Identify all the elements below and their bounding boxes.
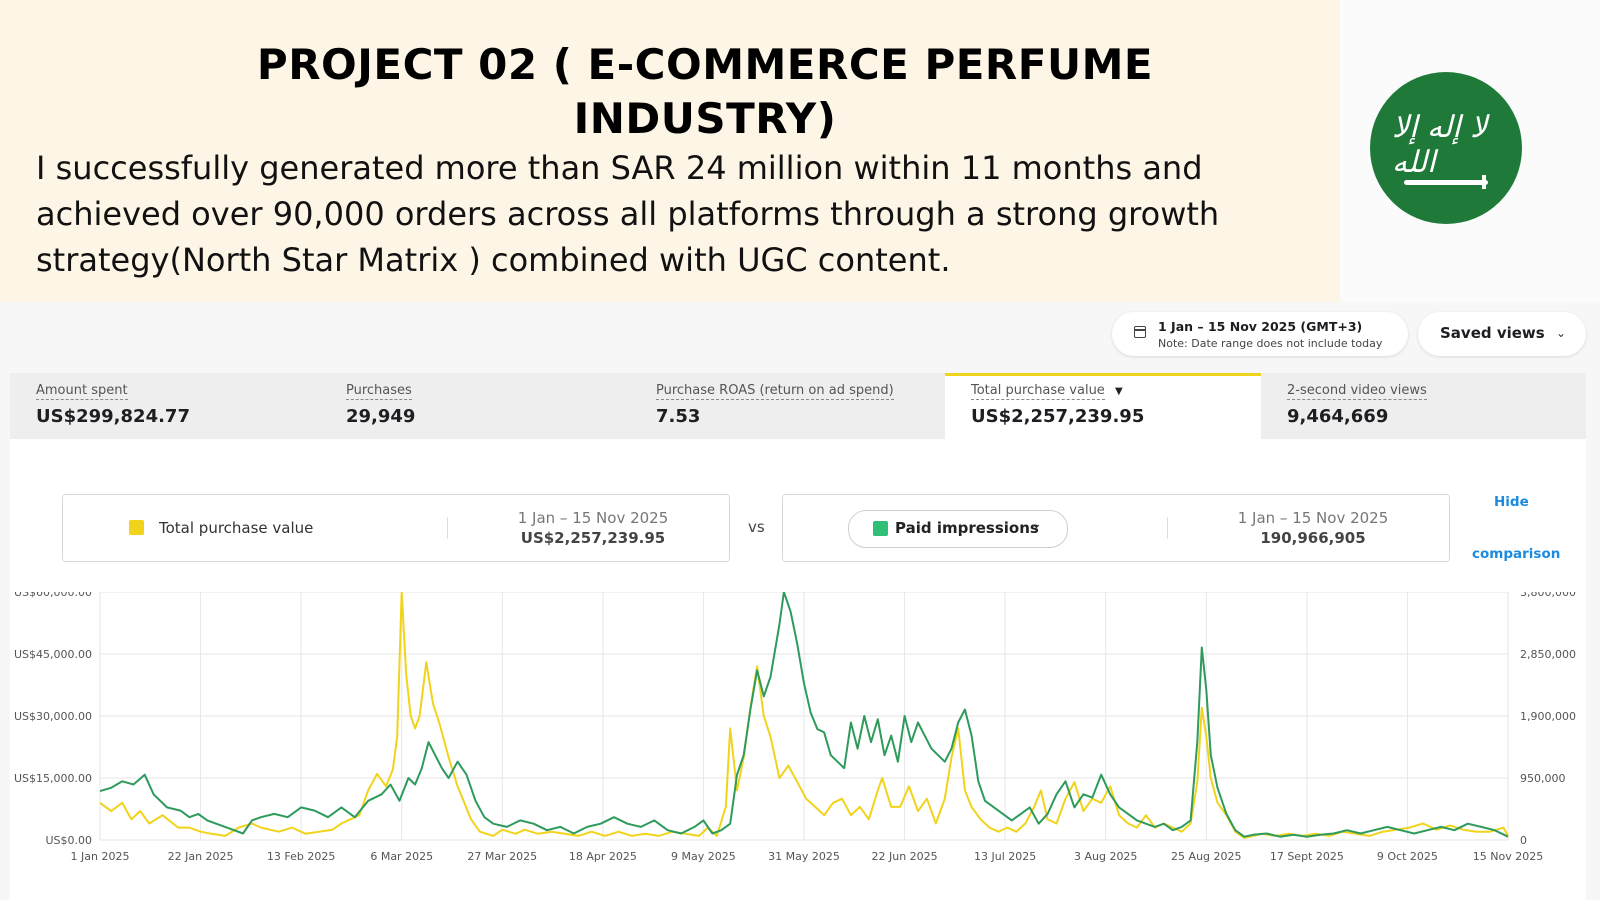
x-tick-label: 13 Jul 2025 bbox=[974, 850, 1036, 863]
saved-views-label: Saved views bbox=[1440, 324, 1545, 342]
x-tick-label: 1 Jan 2025 bbox=[71, 850, 130, 863]
x-tick-label: 22 Jun 2025 bbox=[871, 850, 937, 863]
legend-total-purchase-value: Total purchase value bbox=[159, 519, 314, 537]
x-tick-label: 15 Nov 2025 bbox=[1473, 850, 1543, 863]
metric-value: 9,464,669 bbox=[1287, 406, 1389, 427]
date-range-picker[interactable]: 1 Jan – 15 Nov 2025 (GMT+3) Note: Date r… bbox=[1112, 312, 1408, 356]
x-tick-label: 6 Mar 2025 bbox=[370, 850, 433, 863]
legend-paid-impressions: Paid impressions bbox=[895, 519, 1039, 537]
x-tick-label: 3 Aug 2025 bbox=[1074, 850, 1137, 863]
x-tick-label: 17 Sept 2025 bbox=[1270, 850, 1344, 863]
comparison-right-date: 1 Jan – 15 Nov 2025 bbox=[1237, 509, 1389, 527]
legend-swatch-yellow bbox=[129, 520, 144, 535]
metric-amount-spent[interactable]: Amount spent US$299,824.77 bbox=[10, 373, 320, 439]
caret-down-icon: ▼ bbox=[1115, 386, 1123, 397]
sword-icon bbox=[1404, 180, 1488, 185]
divider bbox=[447, 517, 448, 539]
date-range-label: 1 Jan – 15 Nov 2025 (GMT+3) bbox=[1158, 319, 1363, 334]
metric-label: Purchase ROAS (return on ad spend) bbox=[656, 383, 894, 400]
slide-title: PROJECT 02 ( E-COMMERCE PERFUME INDUSTRY… bbox=[256, 40, 1154, 143]
y-left-tick-label: US$60,000.00 bbox=[14, 592, 92, 599]
chevron-down-icon: ⌄ bbox=[1031, 517, 1042, 532]
y-right-tick-label: 0 bbox=[1520, 834, 1527, 847]
comparison-left-value: US$2,257,239.95 bbox=[520, 529, 666, 547]
metric-label: 2-second video views bbox=[1287, 383, 1427, 400]
hide-comparison-link[interactable]: Hide bbox=[1494, 494, 1529, 510]
sword-hilt-icon bbox=[1482, 175, 1486, 189]
x-tick-label: 13 Feb 2025 bbox=[267, 850, 335, 863]
metric-purchase-roas[interactable]: Purchase ROAS (return on ad spend) 7.53 bbox=[630, 373, 945, 439]
y-left-tick-label: US$30,000.00 bbox=[14, 710, 92, 723]
comparison-link[interactable]: comparison bbox=[1472, 546, 1561, 562]
chart-grid bbox=[99, 592, 1509, 841]
series-total-purchase-value bbox=[99, 592, 1509, 839]
comparison-left: Total purchase value 1 Jan – 15 Nov 2025… bbox=[62, 494, 730, 562]
metric-total-purchase-value[interactable]: Total purchase value ▼ US$2,257,239.95 bbox=[945, 373, 1261, 439]
saudi-flag-icon: لا إله إلا الله bbox=[1370, 72, 1522, 224]
metric-label: Purchases bbox=[346, 383, 412, 400]
x-tick-label: 9 May 2025 bbox=[671, 850, 736, 863]
legend-swatch-green bbox=[873, 521, 888, 536]
chevron-down-icon: ⌄ bbox=[1556, 326, 1567, 340]
y-right-tick-label: 1,900,000 bbox=[1520, 710, 1576, 723]
vs-label: vs bbox=[748, 518, 765, 536]
x-tick-label: 27 Mar 2025 bbox=[467, 850, 537, 863]
y-axis-right: 3,800,000 2,850,000 1,900,000 950,000 0 bbox=[1520, 592, 1576, 847]
y-axis-left: US$60,000.00 US$45,000.00 US$30,000.00 US$1… bbox=[14, 592, 92, 847]
metrics-bar: Amount spent US$299,824.77 Purchases 29,… bbox=[10, 373, 1586, 439]
metric-value: 29,949 bbox=[346, 406, 416, 427]
divider bbox=[1167, 517, 1168, 539]
flag-script: لا إله إلا الله bbox=[1392, 110, 1489, 180]
y-left-tick-label: US$0.00 bbox=[45, 834, 92, 847]
metric-video-views[interactable]: 2-second video views 9,464,669 bbox=[1261, 373, 1586, 439]
calendar-icon bbox=[1134, 326, 1146, 338]
metric-purchases[interactable]: Purchases 29,949 bbox=[320, 373, 630, 439]
y-right-tick-label: 3,800,000 bbox=[1520, 592, 1576, 599]
x-tick-label: 18 Apr 2025 bbox=[569, 850, 637, 863]
y-left-tick-label: US$15,000.00 bbox=[14, 772, 92, 785]
x-tick-label: 9 Oct 2025 bbox=[1377, 850, 1438, 863]
x-tick-label: 25 Aug 2025 bbox=[1171, 850, 1241, 863]
slide-description: I successfully generated more than SAR 2… bbox=[36, 149, 1220, 279]
metric-value: US$2,257,239.95 bbox=[971, 406, 1145, 427]
metric-select-dropdown[interactable]: Paid impressions ⌄ bbox=[848, 510, 1068, 548]
flag-panel: لا إله إلا الله bbox=[1340, 0, 1600, 302]
y-right-tick-label: 950,000 bbox=[1520, 772, 1566, 785]
y-right-tick-label: 2,850,000 bbox=[1520, 648, 1576, 661]
comparison-right-value: 190,966,905 bbox=[1260, 529, 1366, 547]
metric-value: US$299,824.77 bbox=[36, 406, 190, 427]
slide-header: PROJECT 02 ( E-COMMERCE PERFUME INDUSTRY… bbox=[0, 0, 1340, 302]
series-paid-impressions bbox=[99, 592, 1509, 838]
metric-value: 7.53 bbox=[656, 406, 701, 427]
date-range-note: Note: Date range does not include today bbox=[1158, 337, 1383, 350]
saved-views-button[interactable]: Saved views ⌄ bbox=[1418, 312, 1586, 356]
comparison-left-date: 1 Jan – 15 Nov 2025 bbox=[517, 509, 669, 527]
line-chart: US$60,000.00 US$45,000.00 US$30,000.00 US$1… bbox=[14, 592, 1576, 863]
x-tick-label: 31 May 2025 bbox=[768, 850, 840, 863]
x-axis: 1 Jan 2025 22 Jan 2025 13 Feb 2025 6 Mar 20… bbox=[71, 850, 1544, 863]
metric-label: Total purchase value bbox=[971, 383, 1105, 400]
y-left-tick-label: US$45,000.00 bbox=[14, 648, 92, 661]
metric-label: Amount spent bbox=[36, 383, 128, 400]
x-tick-label: 22 Jan 2025 bbox=[168, 850, 234, 863]
